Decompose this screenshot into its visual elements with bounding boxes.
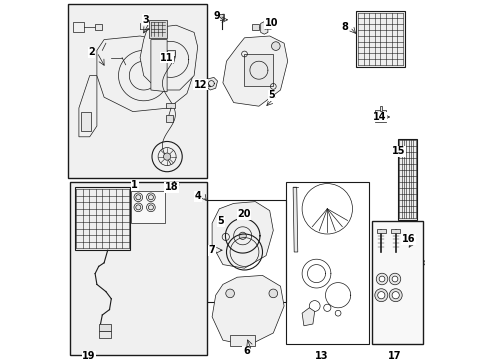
Bar [68,4,206,178]
Text: 20: 20 [237,209,250,219]
Polygon shape [97,36,194,112]
Text: 14: 14 [372,112,386,122]
Circle shape [377,292,384,299]
Circle shape [225,289,234,298]
Circle shape [388,273,400,285]
Circle shape [374,289,387,302]
Circle shape [375,273,387,285]
Bar [219,14,224,20]
Text: 7: 7 [208,245,215,255]
Polygon shape [79,76,97,137]
Text: 10: 10 [264,18,278,28]
Text: 4: 4 [194,191,201,201]
Bar [73,22,84,32]
Bar [244,54,273,86]
Bar [402,274,411,280]
Bar [95,24,102,30]
Bar [285,182,368,344]
Bar [167,50,175,56]
Text: 5: 5 [267,90,274,100]
Bar [81,112,91,131]
Bar [355,11,404,67]
Bar [166,103,175,108]
Bar [99,324,111,331]
Text: 5: 5 [217,216,224,226]
Circle shape [391,276,397,282]
Circle shape [239,232,246,239]
Polygon shape [212,275,284,346]
Bar [251,24,258,30]
Bar [75,187,130,250]
Text: 13: 13 [314,351,328,360]
Circle shape [378,276,384,282]
Circle shape [148,205,153,210]
Polygon shape [230,335,255,346]
Text: 17: 17 [387,351,401,360]
Polygon shape [302,308,314,326]
Bar [149,20,167,38]
Circle shape [163,153,170,160]
Circle shape [268,289,277,298]
Bar [131,191,165,223]
Polygon shape [292,187,297,252]
Bar [70,182,206,355]
Text: 12: 12 [193,80,207,90]
Text: 16: 16 [401,234,415,244]
Bar [379,106,381,111]
Circle shape [271,42,280,50]
Polygon shape [260,22,267,34]
Text: 19: 19 [82,351,96,360]
Bar [397,139,416,220]
Bar [376,229,385,233]
Bar [206,200,285,302]
Circle shape [391,292,399,299]
Bar [390,229,399,233]
Text: 9: 9 [213,11,219,21]
Bar [371,221,422,344]
Text: 3: 3 [142,15,148,25]
Text: 15: 15 [391,146,405,156]
Circle shape [136,205,141,210]
Text: 1: 1 [131,180,138,190]
Text: 18: 18 [164,182,178,192]
Polygon shape [140,25,197,90]
Polygon shape [223,36,287,106]
Polygon shape [212,202,273,268]
Text: 11: 11 [160,53,174,63]
Bar [374,110,385,122]
Text: 2: 2 [88,47,95,57]
Polygon shape [205,77,217,90]
Text: 6: 6 [243,346,249,356]
Polygon shape [151,40,167,92]
Bar [166,115,173,122]
Circle shape [136,195,141,200]
Bar [99,331,111,338]
Circle shape [388,289,401,302]
Circle shape [148,195,153,200]
Text: 8: 8 [341,22,347,32]
